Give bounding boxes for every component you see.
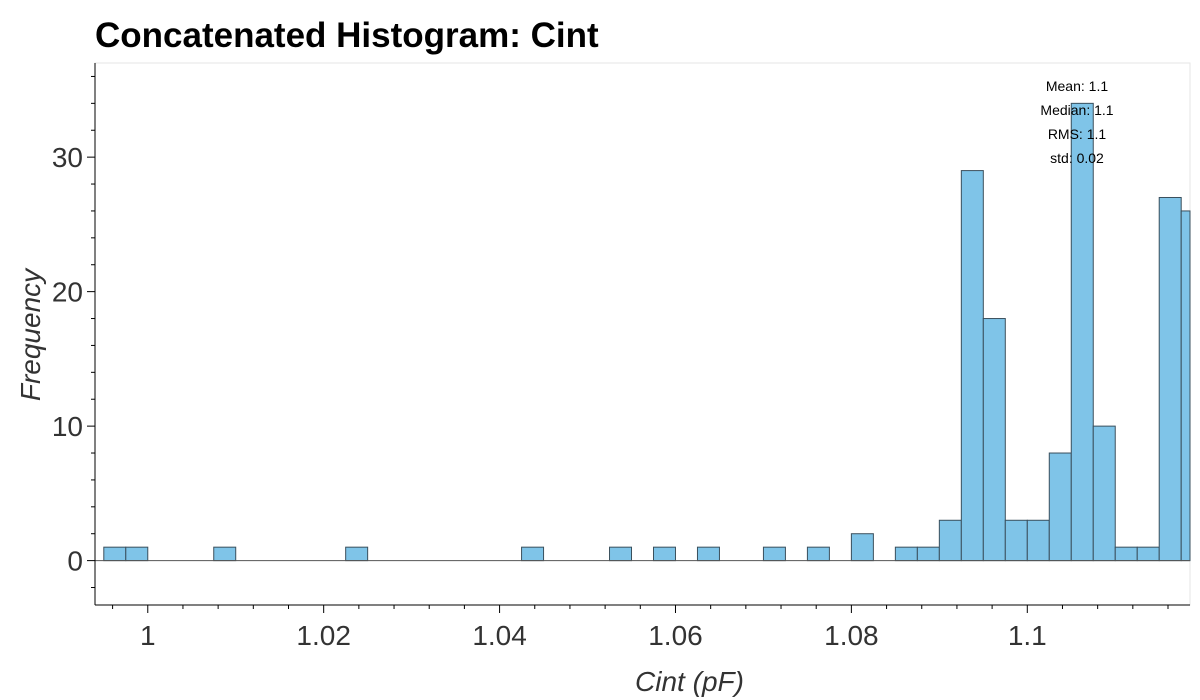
y-tick-label: 10 xyxy=(52,411,83,442)
chart-title: Concatenated Histogram: Cint xyxy=(95,16,599,55)
histogram-bar xyxy=(960,170,984,562)
histogram-bar xyxy=(125,546,149,562)
stats-line: Mean: 1.1 xyxy=(1046,78,1108,94)
histogram-bar xyxy=(696,546,720,562)
histogram-bar xyxy=(521,546,545,562)
histogram-bar xyxy=(345,546,369,562)
histogram-bar xyxy=(938,519,962,562)
histogram-bar xyxy=(652,546,676,562)
y-axis-title: Frequency xyxy=(15,267,46,401)
x-tick-label: 1.1 xyxy=(1008,620,1047,651)
x-tick-label: 1.04 xyxy=(472,620,527,651)
histogram-bar xyxy=(1158,196,1182,562)
histogram-bar xyxy=(806,546,830,562)
histogram-bar xyxy=(1070,102,1094,562)
y-tick-label: 20 xyxy=(52,277,83,308)
histogram-bar xyxy=(1048,452,1072,562)
stats-line: Median: 1.1 xyxy=(1040,102,1113,118)
histogram-bar xyxy=(762,546,786,562)
x-axis-title: Cint (pF) xyxy=(635,666,744,697)
histogram-bar xyxy=(1092,425,1116,562)
histogram-bar xyxy=(213,546,237,562)
histogram-bar xyxy=(982,318,1006,562)
stats-line: std: 0.02 xyxy=(1050,150,1104,166)
y-tick-label: 0 xyxy=(67,546,83,577)
histogram-bar xyxy=(850,533,874,562)
histogram-bar xyxy=(1114,546,1138,562)
histogram-bar xyxy=(609,546,633,562)
histogram-bar xyxy=(1004,519,1028,562)
stats-line: RMS: 1.1 xyxy=(1048,126,1107,142)
x-tick-label: 1 xyxy=(140,620,156,651)
x-tick-label: 1.06 xyxy=(648,620,703,651)
histogram-bar xyxy=(916,546,940,562)
y-tick-label: 30 xyxy=(52,142,83,173)
histogram-bar xyxy=(894,546,918,562)
x-tick-label: 1.08 xyxy=(824,620,879,651)
x-tick-label: 1.02 xyxy=(296,620,351,651)
histogram-bar xyxy=(1180,210,1191,562)
histogram-bar xyxy=(1026,519,1050,562)
histogram-bar xyxy=(1136,546,1160,562)
histogram-bar xyxy=(103,546,127,562)
